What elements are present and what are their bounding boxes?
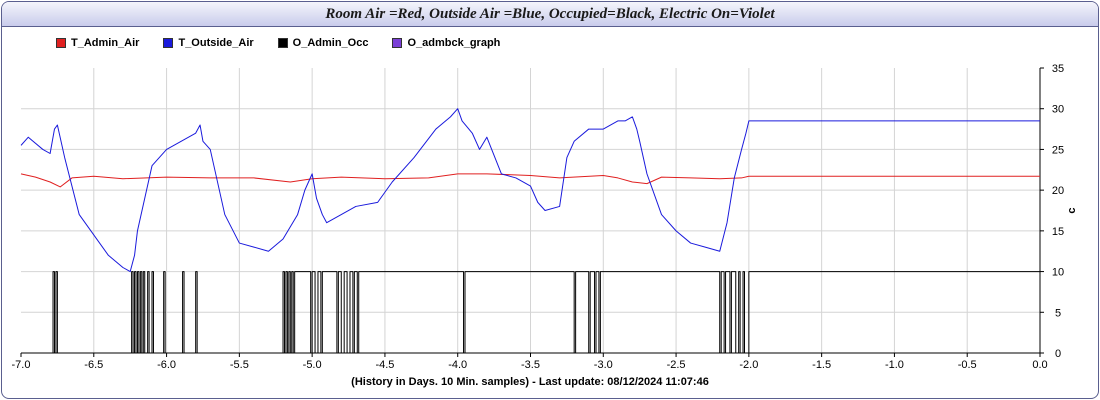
x-axis-caption: (History in Days. 10 Min. samples) - Las… (351, 376, 709, 388)
x-tick-label: -3.0 (594, 359, 613, 371)
y-tick-label: 15 (1052, 226, 1064, 238)
y-tick-label: 35 (1052, 63, 1064, 75)
legend-label: T_Admin_Air (71, 37, 140, 49)
chart-title-bar: Room Air =Red, Outside Air =Blue, Occupi… (2, 2, 1098, 27)
x-tick-label: -6.0 (157, 359, 176, 371)
legend-swatch-black (277, 38, 288, 48)
legend-item-outside-air: T_Outside_Air (163, 37, 254, 49)
y-tick-label: 25 (1052, 144, 1064, 156)
x-tick-label: -2.5 (667, 359, 686, 371)
y-axis-label: c (1066, 207, 1078, 213)
legend-label: T_Outside_Air (178, 37, 254, 49)
legend: T_Admin_Air T_Outside_Air O_Admin_Occ O_… (56, 37, 500, 49)
legend-swatch-violet (392, 38, 403, 48)
legend-item-admin-occ: O_Admin_Occ (277, 37, 369, 49)
x-tick-label: -3.5 (521, 359, 540, 371)
series-line-t-outside-air (20, 108, 1040, 273)
y-tick-label: 20 (1052, 185, 1064, 197)
x-tick-label: -4.0 (448, 359, 467, 371)
legend-item-admin-air: T_Admin_Air (56, 37, 139, 49)
legend-swatch-red (56, 38, 66, 48)
x-tick-label: -0.5 (958, 359, 977, 371)
y-tick-label: 10 (1052, 267, 1064, 279)
x-tick-label: -6.5 (84, 359, 103, 371)
x-tick-label: -5.5 (230, 359, 249, 371)
series-line-o-admin-occ (21, 271, 1040, 354)
x-tick-label: -1.0 (885, 359, 904, 371)
legend-swatch-blue (163, 38, 174, 48)
x-tick-label: -4.5 (375, 359, 394, 371)
chart-title: Room Air =Red, Outside Air =Blue, Occupi… (325, 5, 775, 22)
y-tick-label: 30 (1052, 104, 1064, 116)
series-line-t-admin-air (20, 173, 1040, 188)
legend-item-admbck-graph: O_admbck_graph (392, 37, 500, 49)
x-tick-label: -7.0 (12, 359, 31, 371)
x-tick-label: 0.0 (1032, 359, 1047, 371)
x-tick-label: -2.0 (739, 359, 758, 371)
x-tick-label: -5.0 (303, 359, 322, 371)
y-tick-label: 0 (1055, 348, 1061, 360)
y-tick-label: 5 (1055, 307, 1061, 319)
x-tick-label: -1.5 (812, 359, 831, 371)
legend-label: O_Admin_Occ (292, 37, 369, 49)
legend-label: O_admbck_graph (407, 37, 501, 49)
